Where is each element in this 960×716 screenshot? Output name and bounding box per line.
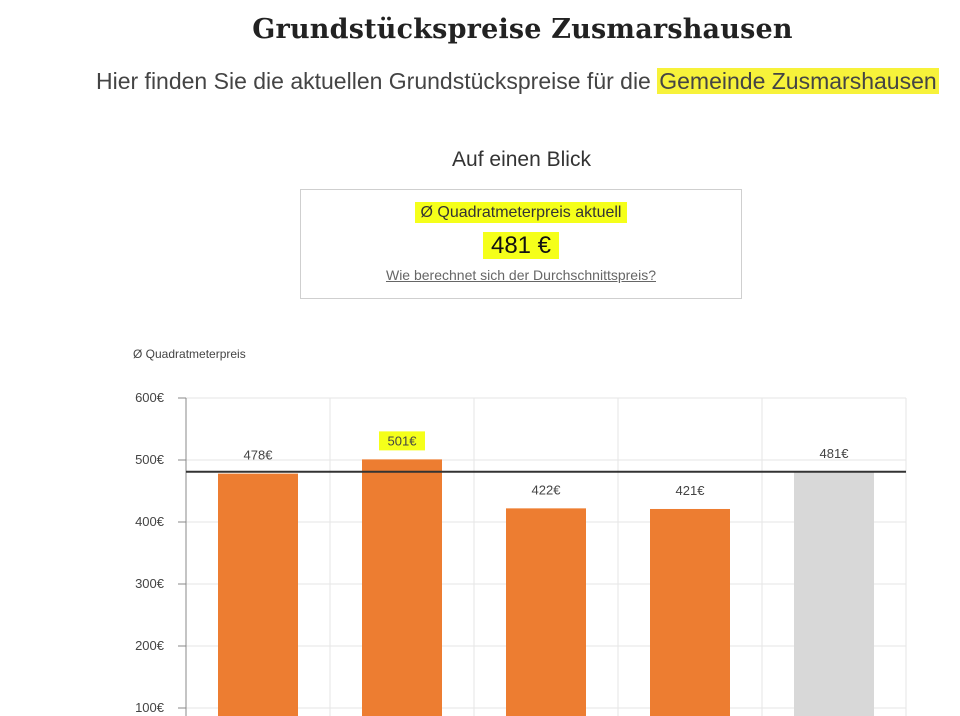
price-bar	[218, 473, 298, 716]
price-bar-chart: Ø Quadratmeterpreis 100€ 200€ 300€ 400€ 500€ 6…	[133, 347, 907, 716]
y-tick-label: 100€	[135, 700, 165, 715]
average-price-label-text: Ø Quadratmeterpreis aktuell	[414, 202, 628, 223]
section-title: Auf einen Blick	[452, 148, 591, 171]
price-bar	[506, 508, 586, 716]
bar-value-label: 422€	[532, 482, 562, 497]
y-tick-label: 400€	[135, 514, 165, 529]
y-tick-label: 500€	[135, 452, 165, 467]
bar-value-label: 481€	[820, 446, 850, 461]
page-title: Grundstückspreise Zusmarshausen	[252, 14, 793, 45]
average-price-label: Ø Quadratmeterpreis aktuell	[301, 202, 741, 223]
average-price-value: 481 €	[301, 232, 741, 260]
bar-value-label: 421€	[676, 483, 706, 498]
page-subtitle: Hier finden Sie die aktuellen Grundstück…	[96, 68, 939, 95]
average-bar	[794, 471, 874, 716]
bar-value-label: 501€	[388, 433, 418, 448]
average-calculation-link[interactable]: Wie berechnet sich der Durchschnittsprei…	[385, 267, 656, 283]
y-axis-label: Ø Quadratmeterpreis	[133, 347, 246, 361]
y-tick-label: 600€	[135, 390, 165, 405]
subtitle-highlight: Gemeinde Zusmarshausen	[657, 68, 939, 94]
average-price-card: Ø Quadratmeterpreis aktuell 481 € Wie be…	[300, 189, 742, 299]
bar-value-label: 478€	[244, 448, 274, 463]
bar-label-highlight	[379, 431, 425, 451]
y-tick-label: 200€	[135, 638, 165, 653]
price-bar	[650, 508, 730, 716]
average-price-value-text: 481 €	[482, 232, 560, 259]
subtitle-text: Hier finden Sie die aktuellen Grundstück…	[96, 68, 658, 94]
y-tick-label: 300€	[135, 576, 165, 591]
price-bar	[362, 459, 442, 716]
